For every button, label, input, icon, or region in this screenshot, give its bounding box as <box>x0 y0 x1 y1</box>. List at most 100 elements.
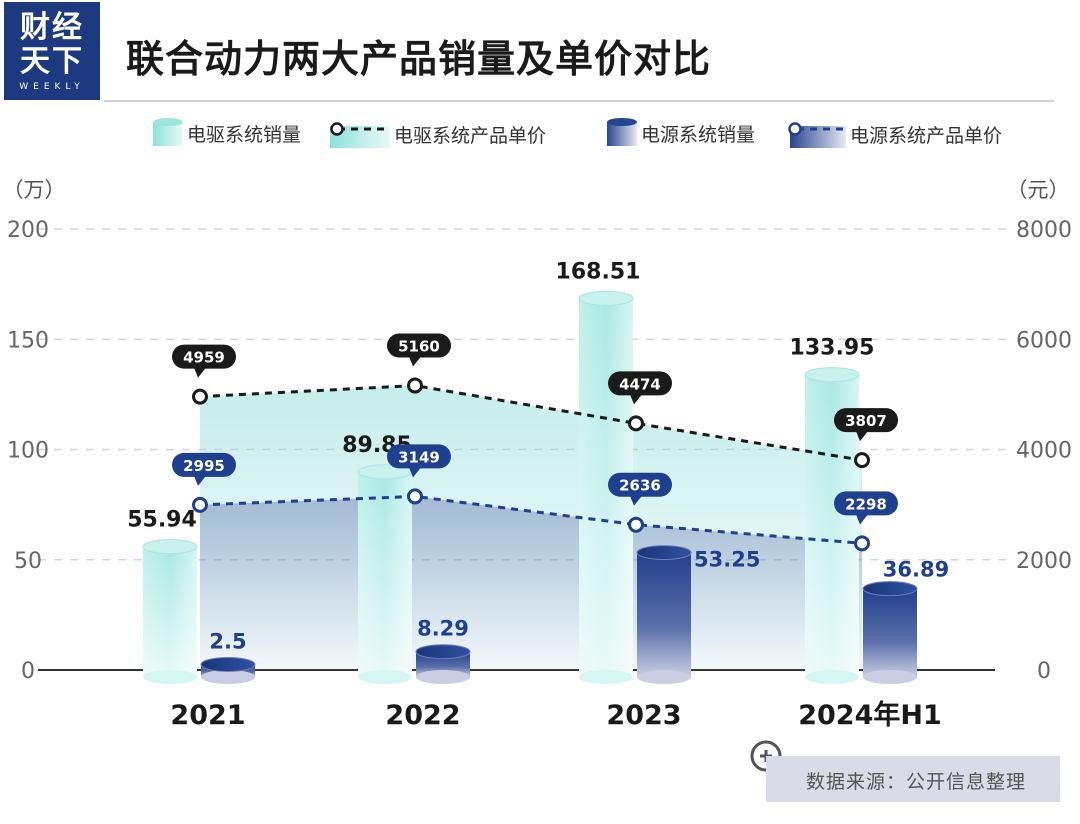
category-label: 2023 <box>606 700 681 731</box>
bar-body <box>863 588 917 677</box>
power-price-line <box>199 494 863 545</box>
callout-tail <box>409 467 421 478</box>
logo-line2: 天下 <box>20 44 84 79</box>
bar-top <box>142 539 198 555</box>
left-axis-unit: （万） <box>3 178 66 202</box>
power-price-line-point <box>628 516 644 533</box>
callout-bubble <box>172 452 236 477</box>
callout-text: 4959 <box>183 349 225 367</box>
callout-text: 4474 <box>619 375 661 393</box>
callout-bubble <box>172 344 236 369</box>
right-tick-label: 6000 <box>1016 328 1072 353</box>
bar-base <box>201 670 255 684</box>
legend: 电驱系统销量 电驱系统产品单价 电源系统销量 电源系统产品单价 <box>153 118 1002 148</box>
bar-fade <box>358 471 412 677</box>
power-volume-label: 53.25 <box>694 548 760 572</box>
bar-top <box>578 290 634 306</box>
callout-tail <box>194 367 206 378</box>
bar-base <box>805 670 859 684</box>
drive-price-line-point <box>854 452 870 469</box>
callout-tail <box>630 394 642 405</box>
header: 财经 天下 WEEKLY 联合动力两大产品销量及单价对比 <box>0 0 1080 105</box>
logo-sub: WEEKLY <box>19 82 85 92</box>
callout-tail <box>194 475 206 486</box>
bar-body <box>637 552 691 677</box>
bar-base <box>863 670 917 684</box>
callout-tail <box>409 356 421 367</box>
power-volume-label: 8.29 <box>417 617 469 641</box>
callout-tail <box>856 514 868 525</box>
legend-label-power-volume: 电源系统销量 <box>641 124 755 146</box>
category-label: 2022 <box>385 700 460 731</box>
drive-volume-label: 168.51 <box>556 259 641 284</box>
power-volume-bar <box>862 581 918 684</box>
callout-bubble <box>387 444 451 469</box>
callout-text: 5160 <box>398 338 440 356</box>
left-tick-label: 50 <box>14 549 42 574</box>
drive-volume-bar <box>142 539 198 684</box>
left-tick-label: 200 <box>7 218 49 243</box>
callout-text: 3807 <box>845 412 887 430</box>
category-label: 2021 <box>170 700 245 731</box>
drive-price-line-callout: 3807 <box>834 408 898 442</box>
bar-base <box>637 670 691 684</box>
power-volume-label: 2.5 <box>209 629 246 653</box>
callout-text: 2298 <box>845 495 887 513</box>
drive-price-line-callout: 5160 <box>387 333 451 367</box>
callout-bubble <box>834 491 898 516</box>
logo-line1: 财经 <box>20 10 84 45</box>
drive-price-line <box>199 384 863 462</box>
page-title: 联合动力两大产品销量及单价对比 <box>126 37 712 81</box>
right-tick-label: 2000 <box>1016 549 1072 574</box>
right-tick-label: 4000 <box>1016 439 1072 464</box>
power-volume-bar <box>200 656 256 684</box>
callout-bubble <box>834 408 898 433</box>
legend-swatch-drive-price-area <box>330 126 390 148</box>
category-label: 2024年H1 <box>798 699 942 731</box>
power-price-line-callout: 3149 <box>387 444 451 478</box>
legend-label-power-price: 电源系统产品单价 <box>850 125 1002 147</box>
bar-base <box>416 670 470 684</box>
left-tick-label: 0 <box>21 659 35 684</box>
line-areas <box>200 385 862 670</box>
power-volume-label: 36.89 <box>883 558 949 582</box>
right-tick-label: 8000 <box>1016 218 1072 243</box>
power-price-line-callout: 2995 <box>172 452 236 486</box>
drive-price-line-callout: 4959 <box>172 344 236 378</box>
power-price-line-callout: 2298 <box>834 491 898 525</box>
power-price-line-callout: 2636 <box>608 472 672 506</box>
drive-price-line-point <box>407 377 423 394</box>
callout-text: 2995 <box>183 457 225 475</box>
callout-text: 2636 <box>619 477 661 495</box>
title-rule <box>104 100 1054 102</box>
drive-price-line-point <box>628 415 644 432</box>
legend-swatch-power-price-point <box>788 122 802 136</box>
legend-label-drive-volume: 电驱系统销量 <box>187 124 301 146</box>
callout-bubble <box>387 333 451 358</box>
source-text: 数据来源：公开信息整理 <box>806 771 1027 793</box>
drive-price-line-point <box>192 388 208 405</box>
legend-swatch-top <box>607 118 637 126</box>
callout-bubble <box>608 371 672 396</box>
bar-base <box>358 670 412 684</box>
brand-logo: 财经 天下 WEEKLY <box>4 2 100 100</box>
callout-tail <box>630 495 642 506</box>
bar-top <box>415 644 471 660</box>
power-price-line-point <box>854 535 870 552</box>
right-tick-label: 0 <box>1037 659 1051 684</box>
legend-swatch-power-price-area <box>790 126 846 148</box>
callout-bubble <box>608 472 672 497</box>
right-axis-unit: （元） <box>1007 178 1070 202</box>
drive-volume-bar <box>357 464 413 684</box>
bar-top <box>804 367 860 383</box>
callout-text: 3149 <box>398 448 440 466</box>
legend-swatch-drive-price-point <box>330 122 344 136</box>
left-tick-label: 150 <box>7 328 49 353</box>
bar-top <box>862 581 918 597</box>
power-price-line-point <box>407 488 423 505</box>
drive-price-line-callout: 4474 <box>608 371 672 405</box>
bar-base <box>579 670 633 684</box>
drive-volume-label: 133.95 <box>790 336 875 361</box>
